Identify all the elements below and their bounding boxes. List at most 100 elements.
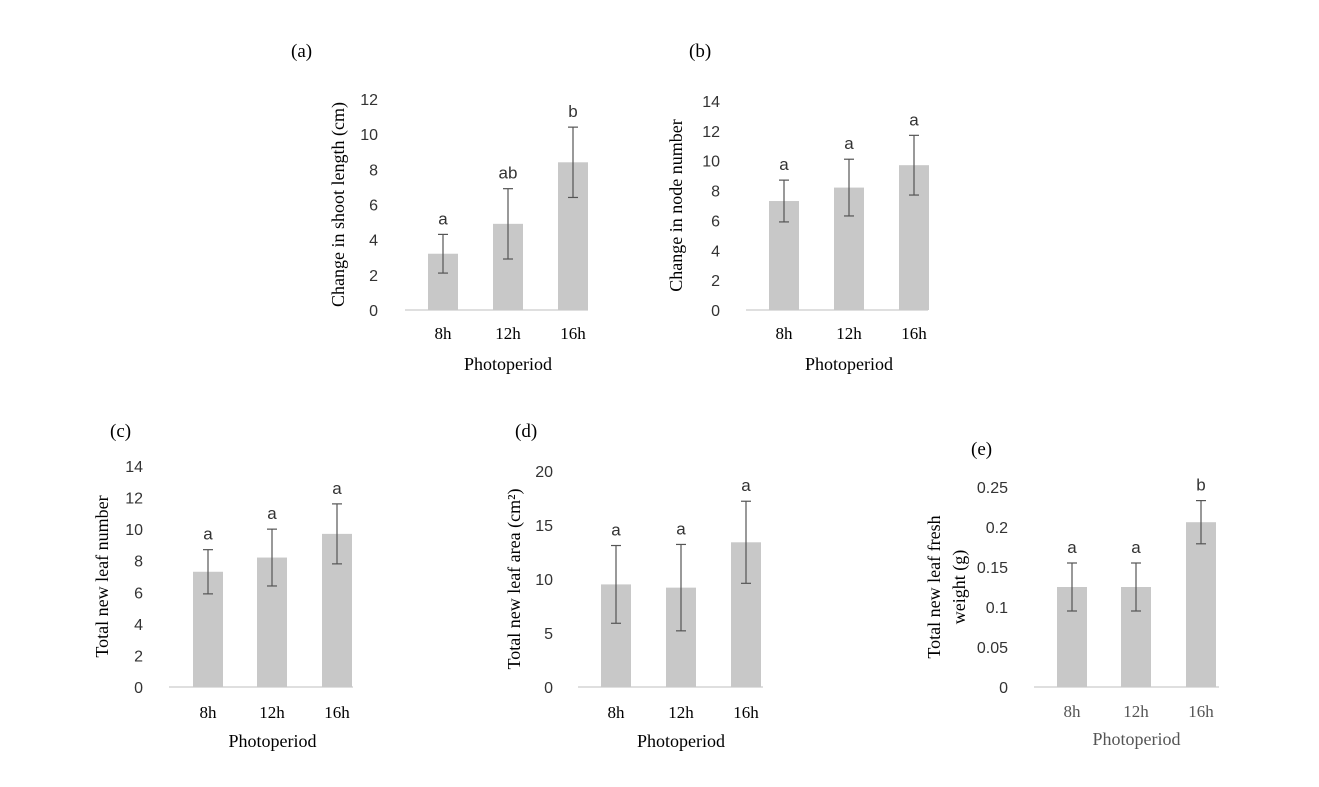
error-bar-16h bbox=[568, 126, 578, 199]
y-tick-label: 4 bbox=[711, 243, 720, 260]
error-bar-12h bbox=[503, 188, 513, 260]
y-tick-label: 5 bbox=[544, 626, 553, 643]
y-axis-label: Total new leaf area (cm²) bbox=[504, 488, 525, 669]
y-tick-label: 14 bbox=[702, 94, 720, 111]
y-tick-label: 12 bbox=[125, 491, 143, 508]
error-bar-12h bbox=[1131, 562, 1141, 612]
significance-letter: a bbox=[909, 110, 919, 129]
x-tick-label: 8h bbox=[1064, 702, 1082, 721]
significance-letter: b bbox=[1196, 476, 1205, 495]
x-axis-label: Photoperiod bbox=[805, 354, 893, 374]
y-tick-label: 10 bbox=[535, 572, 553, 589]
x-tick-label: 12h bbox=[836, 324, 862, 343]
chart-panel-a: (a) 0 2 4 6 8 10 12 a 8h ab 12h b 16h Photoperiod Chang… bbox=[291, 41, 588, 374]
error-bar-8h bbox=[779, 179, 789, 223]
y-tick-label: 4 bbox=[134, 617, 143, 634]
significance-letter: a bbox=[1067, 538, 1077, 557]
chart-panel-d: (d) 0 5 10 15 20 a 8h a 12h a 16h Photoperiod Total n… bbox=[504, 421, 763, 751]
chart-panel-c: (c) 0 2 4 6 8 10 12 14 a 8h a 12h a 16h Photoperiod Tota… bbox=[92, 421, 353, 751]
error-bar-12h bbox=[844, 158, 854, 217]
y-tick-label: 0.2 bbox=[986, 520, 1008, 537]
panel-label: (c) bbox=[110, 421, 131, 442]
y-axis-label: Total new leaf fresh bbox=[924, 515, 944, 658]
y-tick-label: 8 bbox=[369, 162, 378, 179]
error-bar-16h bbox=[332, 503, 342, 565]
y-tick-label: 0 bbox=[369, 303, 378, 320]
x-tick-label: 8h bbox=[435, 324, 453, 343]
y-tick-label: 6 bbox=[369, 198, 378, 215]
bar-16h bbox=[1186, 522, 1216, 687]
significance-letter: a bbox=[1131, 538, 1141, 557]
error-bar-8h bbox=[611, 544, 621, 624]
x-tick-label: 8h bbox=[200, 703, 218, 722]
y-tick-label: 4 bbox=[369, 233, 378, 250]
y-axis-label: Change in shoot length (cm) bbox=[328, 102, 349, 307]
panel-label: (a) bbox=[291, 41, 312, 62]
panel-label: (d) bbox=[515, 421, 537, 442]
error-bar-16h bbox=[741, 500, 751, 584]
x-tick-label: 8h bbox=[776, 324, 794, 343]
y-tick-label: 10 bbox=[702, 154, 720, 171]
panel-label: (b) bbox=[689, 41, 711, 62]
x-axis-label: Photoperiod bbox=[229, 731, 317, 751]
error-bar-12h bbox=[676, 543, 686, 632]
significance-letter: a bbox=[438, 209, 448, 228]
x-tick-label: 12h bbox=[1123, 702, 1149, 721]
x-axis-label: Photoperiod bbox=[1093, 729, 1181, 749]
error-bar-8h bbox=[203, 549, 213, 595]
significance-letter: a bbox=[267, 504, 277, 523]
x-axis-label: Photoperiod bbox=[637, 731, 725, 751]
x-tick-label: 8h bbox=[608, 703, 626, 722]
chart-panel-e: (e) 0 0.05 0.1 0.15 0.2 0.25 a 8h a 12h b 16h Photope… bbox=[924, 439, 1219, 749]
y-tick-label: 0 bbox=[999, 680, 1008, 697]
y-tick-label: 8 bbox=[711, 184, 720, 201]
significance-letter: a bbox=[611, 521, 621, 540]
y-tick-label: 0 bbox=[711, 303, 720, 320]
y-tick-label: 15 bbox=[535, 518, 553, 535]
y-tick-label: 6 bbox=[134, 585, 143, 602]
panel-label: (e) bbox=[971, 439, 992, 460]
y-tick-label: 12 bbox=[702, 124, 720, 141]
y-tick-label: 0.25 bbox=[977, 480, 1008, 497]
x-tick-label: 12h bbox=[495, 324, 521, 343]
significance-letter: a bbox=[676, 519, 686, 538]
y-tick-label: 14 bbox=[125, 459, 143, 476]
significance-letter: ab bbox=[499, 164, 518, 183]
x-axis-label: Photoperiod bbox=[464, 354, 552, 374]
error-bar-8h bbox=[438, 233, 448, 274]
y-axis-label: Total new leaf number bbox=[92, 495, 112, 657]
y-tick-label: 0 bbox=[544, 680, 553, 697]
significance-letter: a bbox=[741, 476, 751, 495]
y-tick-label: 10 bbox=[360, 127, 378, 144]
y-tick-label: 20 bbox=[535, 464, 553, 481]
y-tick-label: 12 bbox=[360, 92, 378, 109]
x-tick-label: 12h bbox=[668, 703, 694, 722]
y-tick-label: 6 bbox=[711, 213, 720, 230]
chart-panel-b: (b) 0 2 4 6 8 10 12 14 a 8h a 12h a 16h Photoperiod Chan… bbox=[666, 41, 929, 374]
y-tick-label: 10 bbox=[125, 522, 143, 539]
significance-letter: a bbox=[332, 479, 342, 498]
x-tick-label: 16h bbox=[1188, 702, 1214, 721]
y-tick-label: 2 bbox=[369, 268, 378, 285]
y-axis-label: weight (g) bbox=[949, 550, 970, 624]
error-bar-8h bbox=[1067, 562, 1077, 612]
y-tick-label: 0 bbox=[134, 680, 143, 697]
significance-letter: a bbox=[844, 134, 854, 153]
error-bar-12h bbox=[267, 528, 277, 587]
y-tick-label: 8 bbox=[134, 554, 143, 571]
y-tick-label: 0.15 bbox=[977, 560, 1008, 577]
significance-letter: a bbox=[203, 525, 213, 544]
significance-letter: b bbox=[568, 102, 577, 121]
significance-letter: a bbox=[779, 155, 789, 174]
y-tick-label: 0.05 bbox=[977, 640, 1008, 657]
error-bar-16h bbox=[1196, 500, 1206, 545]
x-tick-label: 12h bbox=[259, 703, 285, 722]
x-tick-label: 16h bbox=[733, 703, 759, 722]
y-tick-label: 2 bbox=[134, 648, 143, 665]
y-tick-label: 2 bbox=[711, 273, 720, 290]
error-bar-16h bbox=[909, 134, 919, 196]
x-tick-label: 16h bbox=[560, 324, 586, 343]
x-tick-label: 16h bbox=[901, 324, 927, 343]
y-axis-label: Change in node number bbox=[666, 119, 686, 291]
